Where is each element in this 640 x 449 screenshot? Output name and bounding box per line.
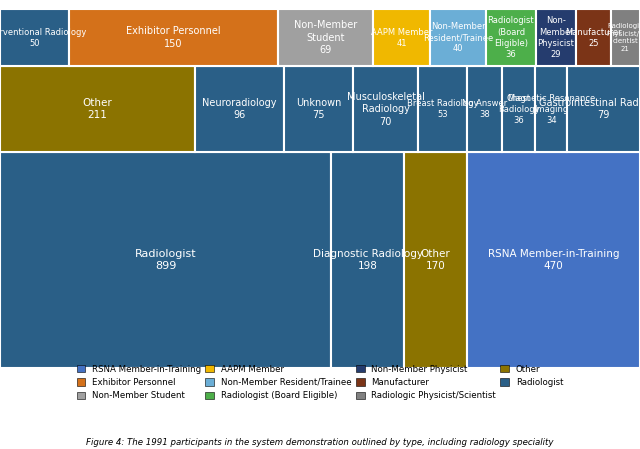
Text: Chest
Radiology
36: Chest Radiology 36 <box>498 94 540 125</box>
Bar <box>284 66 353 152</box>
Text: Musculoskeletal
Radiology
70: Musculoskeletal Radiology 70 <box>347 92 424 127</box>
Bar <box>404 152 467 368</box>
Bar <box>567 66 640 152</box>
Text: Magnetic Resonance
Imaging
34: Magnetic Resonance Imaging 34 <box>508 94 595 125</box>
Text: Radiologic
Physicist/S
cientist
21: Radiologic Physicist/S cientist 21 <box>607 23 640 52</box>
Bar <box>467 66 502 152</box>
Bar <box>430 9 486 66</box>
Bar <box>69 9 278 66</box>
Bar <box>332 152 404 368</box>
Text: Figure 4: The 1991 participants in the system demonstration outlined by type, in: Figure 4: The 1991 participants in the s… <box>86 438 554 447</box>
Bar <box>576 9 611 66</box>
Bar <box>418 66 467 152</box>
Text: Non-
Member
Physicist
29: Non- Member Physicist 29 <box>538 17 575 59</box>
Text: Neuroradiology
96: Neuroradiology 96 <box>202 98 276 120</box>
Text: Radiologist
(Board
Eligible)
36: Radiologist (Board Eligible) 36 <box>488 17 534 59</box>
Text: Other
170: Other 170 <box>420 249 451 272</box>
Bar <box>536 66 567 152</box>
Legend: RSNA Member-in-Training, Exhibitor Personnel, Non-Member Student, AAPM Member, N: RSNA Member-in-Training, Exhibitor Perso… <box>77 365 563 400</box>
Bar <box>536 9 576 66</box>
Bar <box>502 66 536 152</box>
Text: Interventional Radiology
50: Interventional Radiology 50 <box>0 27 86 48</box>
Bar <box>278 9 374 66</box>
Text: Gastrointestinal Radiology
79: Gastrointestinal Radiology 79 <box>539 98 640 120</box>
Bar <box>195 66 284 152</box>
Bar <box>353 66 418 152</box>
Text: Unknown
75: Unknown 75 <box>296 98 341 120</box>
Bar <box>0 152 332 368</box>
Text: Non-Member
Resident/Trainee
40: Non-Member Resident/Trainee 40 <box>423 22 493 53</box>
Bar <box>486 9 536 66</box>
Text: No Answer
38: No Answer 38 <box>462 99 508 119</box>
Bar <box>0 9 69 66</box>
Text: Other
211: Other 211 <box>83 98 113 120</box>
Text: RSNA Member-in-Training
470: RSNA Member-in-Training 470 <box>488 249 619 272</box>
Text: Radiologist
899: Radiologist 899 <box>135 249 196 272</box>
Bar <box>374 9 430 66</box>
Bar <box>467 152 640 368</box>
Bar <box>0 66 195 152</box>
Text: Diagnostic Radiology
198: Diagnostic Radiology 198 <box>313 249 422 272</box>
Text: Manufacturer
25: Manufacturer 25 <box>565 27 622 48</box>
Text: Non-Member
Student
69: Non-Member Student 69 <box>294 20 357 55</box>
Text: Exhibitor Personnel
150: Exhibitor Personnel 150 <box>126 26 221 49</box>
Bar <box>611 9 640 66</box>
Text: Breast Radiology
53: Breast Radiology 53 <box>407 99 478 119</box>
Text: AAPM Member
41: AAPM Member 41 <box>371 27 433 48</box>
